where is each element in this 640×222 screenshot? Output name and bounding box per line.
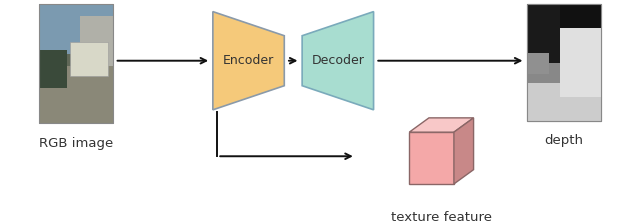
Bar — [39, 4, 113, 123]
Polygon shape — [410, 118, 474, 132]
Bar — [527, 4, 601, 121]
Bar — [70, 42, 108, 76]
Bar — [527, 53, 549, 74]
Text: texture feature: texture feature — [391, 211, 492, 222]
Bar — [527, 57, 601, 91]
Text: depth: depth — [545, 134, 584, 147]
Bar — [527, 4, 561, 63]
Bar — [39, 4, 113, 54]
Bar — [527, 4, 601, 57]
Polygon shape — [302, 12, 374, 110]
Polygon shape — [454, 118, 474, 184]
Bar — [79, 16, 113, 82]
Text: RGB image: RGB image — [38, 137, 113, 150]
Bar — [39, 50, 67, 88]
Bar — [561, 28, 601, 97]
Bar — [39, 4, 113, 123]
Text: Decoder: Decoder — [312, 54, 364, 67]
Bar — [527, 4, 601, 121]
Polygon shape — [213, 12, 284, 110]
Text: Encoder: Encoder — [223, 54, 274, 67]
Bar — [39, 66, 113, 123]
Bar — [527, 83, 601, 121]
Polygon shape — [410, 132, 454, 184]
